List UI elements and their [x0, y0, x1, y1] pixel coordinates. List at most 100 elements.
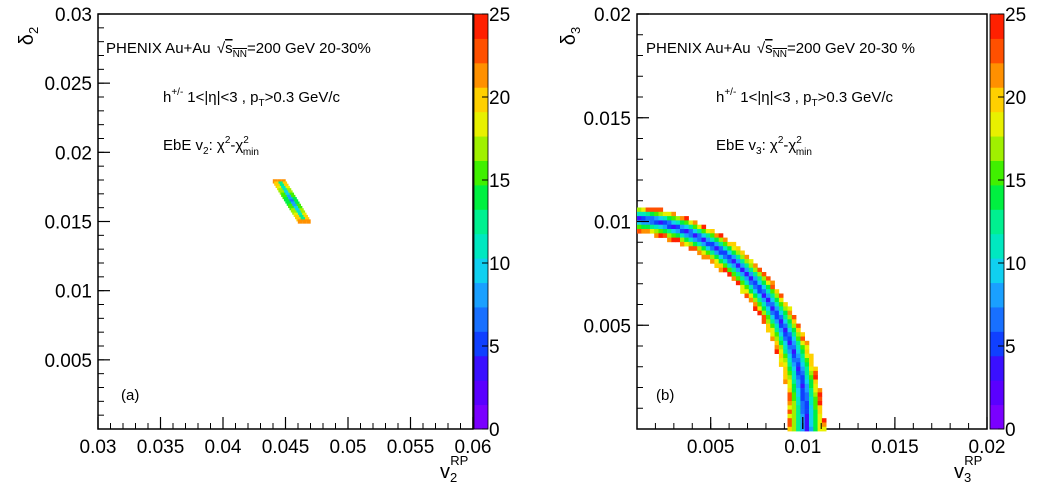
heatmap-cell: [710, 238, 715, 243]
x-tick-label: 0.055: [387, 437, 435, 458]
heatmap-cell: [637, 216, 642, 221]
heatmap-cell: [757, 289, 762, 294]
colorbar-segment: [990, 356, 1004, 381]
heatmap-cell: [805, 345, 810, 350]
heatmap-cell: [659, 216, 664, 221]
colorbar-tick-label: 0: [1005, 420, 1016, 441]
colorbar-segment: [990, 160, 1004, 185]
heatmap-cell: [753, 302, 758, 307]
heatmap-cell: [779, 341, 784, 346]
heatmap-cell: [805, 341, 810, 346]
heatmap-cell: [667, 238, 672, 243]
heatmap-cell: [788, 397, 793, 402]
heatmap-cell: [792, 380, 797, 385]
heatmap-cell: [770, 319, 775, 324]
heatmap-cell: [788, 380, 793, 385]
heatmap-cell: [306, 219, 310, 223]
heatmap-cell: [641, 212, 646, 217]
heatmap-cell: [680, 238, 685, 243]
heatmap-cell: [788, 414, 793, 419]
heatmap-cell: [745, 255, 750, 260]
panel-b-x-axis-label: v3RP: [954, 453, 982, 484]
heatmap-cell: [298, 219, 302, 223]
colorbar-segment: [474, 331, 488, 356]
heatmap-cell: [727, 255, 732, 260]
heatmap-cell: [809, 375, 814, 380]
heatmap-cell: [732, 272, 737, 277]
heatmap-cell: [641, 229, 646, 234]
heatmap-cell: [783, 345, 788, 350]
x-tick-label: 0.03: [80, 437, 117, 458]
colorbar-segment: [474, 38, 488, 63]
heatmap-cell: [766, 285, 771, 290]
heatmap-cell: [792, 392, 797, 397]
heatmap-cell: [822, 427, 827, 432]
heatmap-cell: [740, 268, 745, 273]
heatmap-cell: [714, 255, 719, 260]
heatmap-cell: [689, 238, 694, 243]
heatmap-cell: [654, 208, 659, 213]
heatmap-cell: [775, 332, 780, 337]
colorbar-segment: [474, 283, 488, 308]
heatmap-cell: [753, 281, 758, 286]
heatmap-cell: [809, 384, 814, 389]
heatmap-cell: [800, 375, 805, 380]
heatmap-cell: [813, 405, 818, 410]
heatmap-cell: [719, 268, 724, 273]
heatmap-cell: [706, 255, 711, 260]
heatmap-cell: [714, 246, 719, 251]
heatmap-cell: [796, 341, 801, 346]
heatmap-cell: [719, 242, 724, 247]
heatmap-cell: [779, 324, 784, 329]
heatmap-cell: [667, 229, 672, 234]
heatmap-cell: [788, 384, 793, 389]
heatmap-cell: [805, 397, 810, 402]
colorbar-segment: [990, 405, 1004, 430]
heatmap-cell: [796, 405, 801, 410]
heatmap-cell: [762, 306, 767, 311]
colorbar-tick-label: 25: [489, 5, 510, 26]
heatmap-cell: [697, 225, 702, 230]
heatmap-cell: [796, 354, 801, 359]
heatmap-cell: [818, 405, 823, 410]
heatmap-cell: [770, 328, 775, 333]
heatmap-cell: [792, 367, 797, 372]
heatmap-cell: [723, 255, 728, 260]
heatmap-cell: [788, 319, 793, 324]
heatmap-cell: [800, 401, 805, 406]
y-tick-label: 0.02: [55, 143, 92, 164]
heatmap-cell: [779, 311, 784, 316]
heatmap-cell: [805, 362, 810, 367]
heatmap-cell: [766, 281, 771, 286]
y-tick-label: 0.03: [55, 5, 92, 26]
heatmap-cell: [775, 349, 780, 354]
heatmap-cell: [792, 423, 797, 428]
heatmap-cell: [650, 208, 655, 213]
heatmap-cell: [650, 229, 655, 234]
heatmap-cell: [719, 259, 724, 264]
heatmap-cell: [779, 315, 784, 320]
heatmap-cell: [779, 306, 784, 311]
heatmap-cell: [792, 362, 797, 367]
heatmap-cell: [650, 212, 655, 217]
heatmap-cell: [727, 263, 732, 268]
heatmap-cell: [684, 216, 689, 221]
heatmap-cell: [770, 294, 775, 299]
heatmap-cell: [809, 358, 814, 363]
heatmap-cell: [779, 294, 784, 299]
heatmap-cell: [800, 367, 805, 372]
heatmap-cell: [792, 332, 797, 337]
heatmap-cell: [650, 225, 655, 230]
colorbar-tick-label: 20: [1005, 88, 1026, 109]
heatmap-cell: [740, 276, 745, 281]
heatmap-cell: [809, 392, 814, 397]
heatmap-cell: [813, 423, 818, 428]
colorbar-segment: [474, 63, 488, 88]
heatmap-cell: [727, 251, 732, 256]
heatmap-cell: [702, 242, 707, 247]
heatmap-cell: [637, 225, 642, 230]
heatmap-cell: [809, 405, 814, 410]
panel-b-selection: h+/- 1<|η|<3 , pT>0.3 GeV/c: [716, 87, 894, 109]
heatmap-cell: [757, 298, 762, 303]
y-tick-label: 0.015: [583, 109, 631, 130]
